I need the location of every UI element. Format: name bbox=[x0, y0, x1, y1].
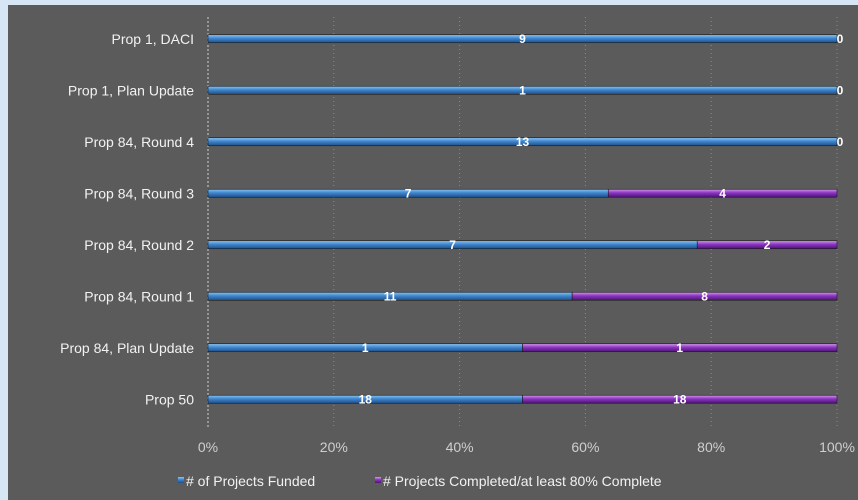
bar-segment bbox=[696, 240, 838, 250]
labels: 0% 20% 40% 60% 80% 100% Prop 1, DACI 9 0 Prop 1, … bbox=[60, 31, 855, 455]
category-label: Prop 84, Plan Update bbox=[60, 340, 194, 356]
x-tick-label: 100% bbox=[819, 439, 855, 455]
category-label: Prop 84, Round 3 bbox=[84, 185, 194, 201]
data-label: 0 bbox=[837, 32, 844, 46]
legend-swatch bbox=[375, 477, 381, 483]
x-tick-label: 20% bbox=[320, 439, 348, 455]
bar-segment bbox=[522, 394, 838, 404]
bar-segment bbox=[207, 137, 838, 147]
legend-label: # Projects Completed/at least 80% Comple… bbox=[383, 473, 662, 489]
bar-segment bbox=[571, 291, 838, 301]
data-label: 18 bbox=[673, 392, 687, 406]
data-label: 0 bbox=[837, 135, 844, 149]
x-tick-label: 40% bbox=[446, 439, 474, 455]
gridlines bbox=[207, 17, 838, 427]
category-label: Prop 84, Round 1 bbox=[84, 288, 194, 304]
bars bbox=[207, 34, 838, 404]
bar-segment bbox=[207, 34, 838, 44]
legend-label: # of Projects Funded bbox=[186, 473, 315, 489]
data-label: 0 bbox=[837, 83, 844, 97]
data-label: 8 bbox=[701, 289, 708, 303]
stacked-bar-chart: 0% 20% 40% 60% 80% 100% Prop 1, DACI 9 0 Prop 1, … bbox=[60, 17, 855, 489]
bar-segment bbox=[207, 85, 838, 95]
category-label: Prop 50 bbox=[145, 391, 194, 407]
data-label: 9 bbox=[519, 32, 526, 46]
x-tick-label: 80% bbox=[697, 439, 725, 455]
data-label: 2 bbox=[764, 238, 771, 252]
x-tick-label: 60% bbox=[571, 439, 599, 455]
legend-swatch bbox=[178, 477, 184, 483]
data-label: 1 bbox=[676, 341, 683, 355]
category-label: Prop 84, Round 4 bbox=[84, 134, 194, 150]
category-label: Prop 1, Plan Update bbox=[68, 82, 194, 98]
data-label: 7 bbox=[449, 238, 456, 252]
data-label: 18 bbox=[359, 392, 373, 406]
category-label: Prop 1, DACI bbox=[112, 31, 194, 47]
legend: # of Projects Funded # Projects Completed… bbox=[178, 473, 662, 489]
data-label: 1 bbox=[519, 83, 526, 97]
bar-segment bbox=[522, 343, 838, 353]
data-label: 4 bbox=[719, 186, 726, 200]
data-label: 7 bbox=[405, 186, 412, 200]
x-tick-label: 0% bbox=[198, 439, 218, 455]
data-label: 1 bbox=[362, 341, 369, 355]
data-label: 11 bbox=[384, 289, 397, 303]
bar-segment bbox=[607, 188, 838, 198]
data-label: 13 bbox=[516, 135, 530, 149]
chart-area: 0% 20% 40% 60% 80% 100% Prop 1, DACI 9 0 Prop 1, … bbox=[8, 5, 858, 500]
category-label: Prop 84, Round 2 bbox=[84, 237, 194, 253]
